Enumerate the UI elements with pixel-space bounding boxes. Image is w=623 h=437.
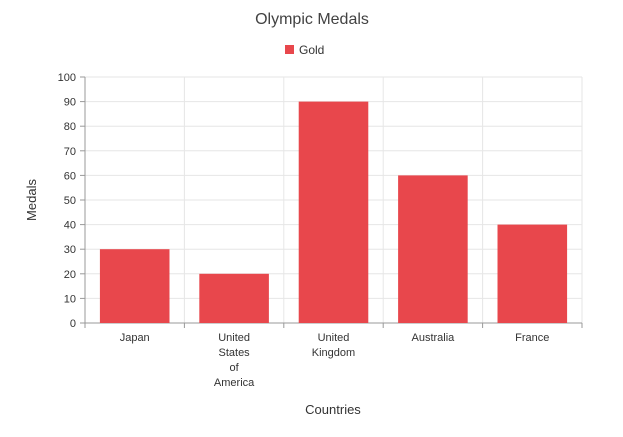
x-tick-label-line: France	[515, 332, 549, 344]
bar-france[interactable]	[497, 224, 568, 323]
bar-united-kingdom[interactable]	[298, 101, 369, 323]
y-tick-label: 40	[64, 220, 76, 232]
x-tick-label-line: United	[318, 332, 350, 344]
y-tick-label: 80	[64, 121, 76, 133]
x-tick-label-line: United	[218, 332, 250, 344]
x-tick-label-line: Japan	[120, 332, 150, 344]
y-tick-label: 60	[64, 170, 76, 182]
y-tick-label: 100	[58, 72, 76, 84]
y-tick-label: 0	[70, 318, 76, 330]
legend-swatch-gold[interactable]	[285, 45, 294, 54]
x-tick-label-line: States	[219, 347, 251, 359]
y-tick-label: 50	[64, 195, 76, 207]
bar-japan[interactable]	[99, 249, 170, 323]
y-tick-label: 70	[64, 146, 76, 158]
y-tick-label: 90	[64, 97, 76, 109]
x-tick-label: Australia	[412, 332, 456, 344]
legend-label-gold[interactable]: Gold	[299, 43, 324, 57]
bar-australia[interactable]	[398, 175, 468, 323]
bar-united-states-of-america[interactable]	[199, 273, 269, 323]
chart-title: Olympic Medals	[255, 11, 369, 28]
x-tick-label: France	[515, 332, 549, 344]
y-axis-title: Medals	[24, 179, 39, 221]
x-tick-label-line: of	[230, 362, 240, 374]
x-tick-label-line: America	[214, 377, 255, 389]
y-tick-label: 10	[64, 293, 76, 305]
plot-area: 0 10 20 30 40 50 60 70 80 90 100 Japan United States o…	[58, 72, 583, 389]
x-tick-label: United Kingdom	[312, 332, 355, 359]
y-tick-label: 30	[64, 244, 76, 256]
x-tick-label-line: Australia	[412, 332, 456, 344]
y-tick-label: 20	[64, 269, 76, 281]
x-tick-label: United States of America	[214, 332, 255, 389]
x-axis-title: Countries	[305, 402, 361, 417]
x-tick-label: Japan	[120, 332, 150, 344]
x-tick-label-line: Kingdom	[312, 347, 355, 359]
